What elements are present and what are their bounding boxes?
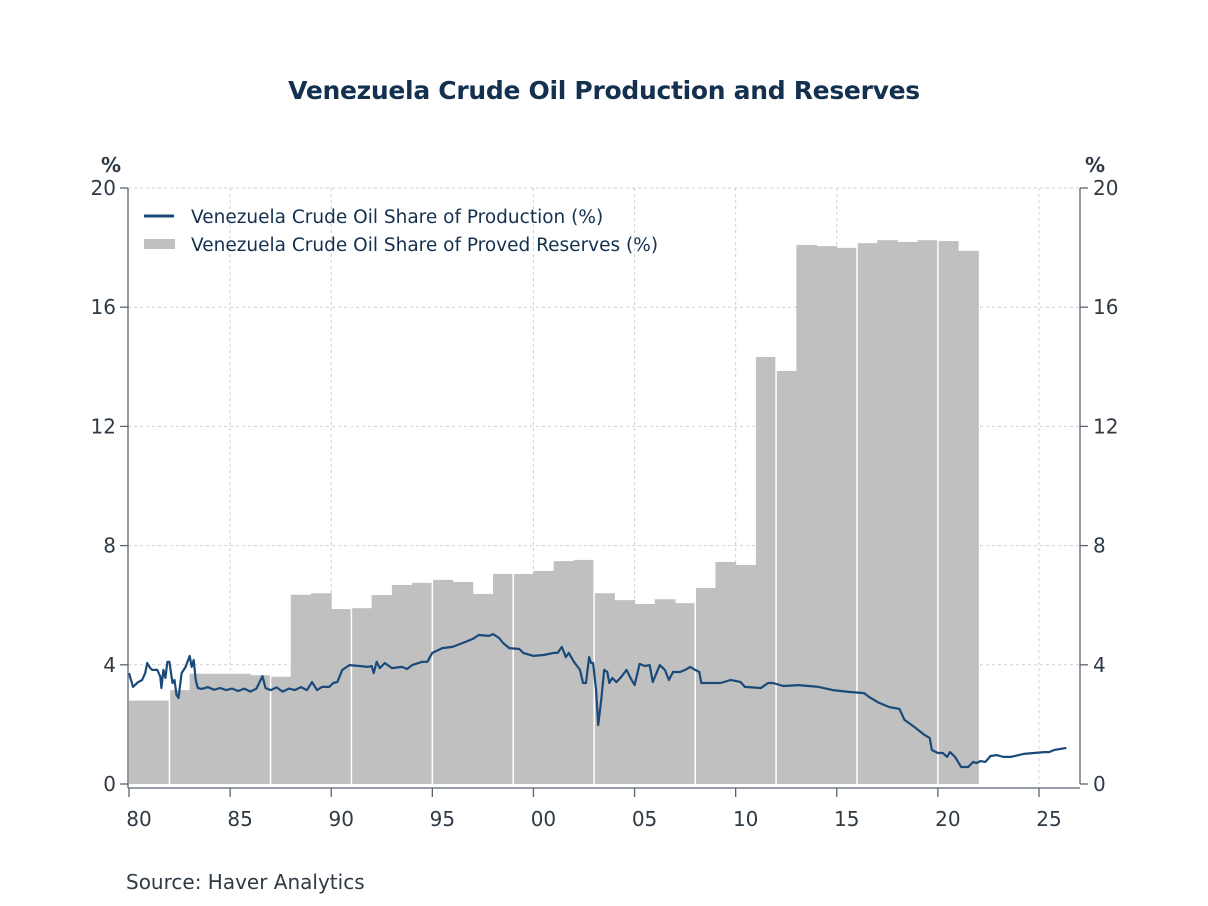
legend-reserves-label: Venezuela Crude Oil Share of Proved Rese… (191, 235, 658, 256)
left-axis-unit: % (101, 153, 121, 177)
x-tick-label: 15 (834, 807, 859, 831)
reserves-bar (169, 690, 191, 784)
reserves-bar (796, 244, 818, 785)
legend: Venezuela Crude Oil Share of Production … (144, 207, 658, 256)
reserves-bar (351, 608, 373, 784)
legend-reserves-swatch (144, 239, 175, 249)
production-line (127, 633, 1067, 769)
right-y-tick-label: 20 (1093, 176, 1118, 200)
x-tick-label: 05 (632, 807, 657, 831)
reserves-bar (270, 676, 292, 784)
reserves-bars (129, 240, 979, 785)
reserves-bar (412, 582, 433, 784)
right-axis-unit: % (1085, 153, 1105, 177)
legend-production-label: Venezuela Crude Oil Share of Production … (191, 207, 603, 228)
x-tick-label: 95 (430, 807, 455, 831)
reserves-bar (917, 240, 939, 784)
reserves-bar (189, 673, 211, 784)
right-y-tick-label: 16 (1093, 295, 1118, 319)
reserves-bar (230, 673, 251, 784)
reserves-bar (472, 593, 494, 784)
left-y-tick-label: 16 (91, 295, 116, 319)
reserves-bar (735, 564, 757, 784)
reserves-bar (149, 700, 170, 784)
x-tick-label: 85 (227, 807, 252, 831)
reserves-bar (877, 240, 898, 784)
left-y-tick-label: 8 (103, 534, 116, 558)
x-tick-label: 20 (935, 807, 960, 831)
right-y-tick-label: 4 (1093, 653, 1106, 677)
reserves-bar (654, 599, 676, 784)
reserves-bar (250, 675, 272, 784)
reserves-bar (371, 595, 393, 784)
left-y-tick-label: 12 (91, 414, 116, 438)
reserves-bar (715, 561, 737, 784)
reserves-bar (331, 609, 352, 784)
reserves-bar (594, 593, 615, 784)
right-y-tick-label: 12 (1093, 414, 1118, 438)
reserves-bar (129, 700, 150, 784)
source-note: Source: Haver Analytics (126, 870, 365, 894)
reserves-bar (452, 581, 474, 784)
reserves-bar (695, 587, 716, 784)
x-tick-label: 25 (1036, 807, 1061, 831)
x-tick-label: 10 (733, 807, 758, 831)
reserves-bar (573, 559, 595, 784)
reserves-bar (513, 573, 534, 784)
chart-title: Venezuela Crude Oil Production and Reser… (288, 76, 920, 105)
reserves-bar (776, 370, 797, 784)
reserves-bar (958, 250, 979, 785)
x-tick-label: 80 (126, 807, 151, 831)
bar-separators (168, 188, 939, 784)
reserves-bar (675, 603, 696, 784)
production-line-group (127, 633, 1067, 769)
x-tick-label: 90 (328, 807, 353, 831)
reserves-bar (290, 594, 312, 784)
reserves-bar (553, 561, 575, 784)
left-y-tick-label: 4 (103, 653, 116, 677)
reserves-bar (493, 573, 514, 784)
right-y-tick-label: 8 (1093, 534, 1106, 558)
reserves-bar (937, 241, 959, 784)
reserves-bar (897, 241, 919, 785)
reserves-bar (533, 570, 555, 784)
reserves-bar (432, 579, 454, 784)
left-y-tick-label: 0 (103, 772, 116, 796)
reserves-bar (634, 604, 656, 784)
right-y-tick-label: 0 (1093, 772, 1106, 796)
reserves-bar (391, 584, 413, 784)
left-y-tick-label: 20 (91, 176, 116, 200)
reserves-bar (857, 243, 878, 784)
reserves-bar (755, 356, 777, 784)
reserves-bar (209, 673, 231, 784)
reserves-bar (836, 247, 858, 784)
reserves-bar (614, 600, 636, 784)
reserves-bar (816, 246, 838, 785)
x-tick-label: 00 (531, 807, 556, 831)
